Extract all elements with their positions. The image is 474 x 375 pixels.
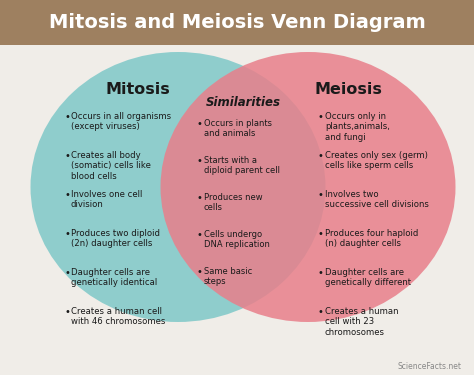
Text: Mitosis: Mitosis — [106, 82, 170, 98]
Text: Creates all body
(somatic) cells like
blood cells: Creates all body (somatic) cells like bl… — [71, 151, 151, 181]
Text: ScienceFacts.net: ScienceFacts.net — [398, 362, 462, 371]
Text: Occurs in plants
and animals: Occurs in plants and animals — [204, 119, 272, 138]
Text: •: • — [197, 230, 203, 240]
FancyBboxPatch shape — [0, 0, 474, 45]
Text: Creates a human
cell with 23
chromosomes: Creates a human cell with 23 chromosomes — [325, 307, 399, 337]
Text: Meiosis: Meiosis — [314, 82, 382, 98]
Text: Occurs in all organisms
(except viruses): Occurs in all organisms (except viruses) — [71, 112, 171, 131]
Ellipse shape — [161, 52, 456, 322]
Text: •: • — [197, 193, 203, 203]
Text: Daughter cells are
genetically different: Daughter cells are genetically different — [325, 268, 411, 287]
Text: •: • — [318, 307, 324, 317]
Text: Occurs only in
plants,animals,
and fungi: Occurs only in plants,animals, and fungi — [325, 112, 390, 142]
Text: •: • — [197, 119, 203, 129]
Text: Involves two
successive cell divisions: Involves two successive cell divisions — [325, 190, 429, 209]
Text: •: • — [318, 151, 324, 161]
Text: Same basic
steps: Same basic steps — [204, 267, 252, 286]
Text: Daughter cells are
genetically identical: Daughter cells are genetically identical — [71, 268, 157, 287]
Text: •: • — [64, 190, 70, 200]
Text: Cells undergo
DNA replication: Cells undergo DNA replication — [204, 230, 270, 249]
Text: Creates a human cell
with 46 chromosomes: Creates a human cell with 46 chromosomes — [71, 307, 165, 326]
Text: •: • — [64, 112, 70, 122]
Text: •: • — [318, 229, 324, 239]
Text: •: • — [64, 268, 70, 278]
Text: •: • — [197, 267, 203, 277]
Text: •: • — [197, 156, 203, 166]
Text: •: • — [64, 229, 70, 239]
Text: Mitosis and Meiosis Venn Diagram: Mitosis and Meiosis Venn Diagram — [49, 13, 425, 33]
Text: •: • — [64, 307, 70, 317]
Ellipse shape — [30, 52, 326, 322]
Text: Similarities: Similarities — [206, 96, 281, 109]
Text: Produces new
cells: Produces new cells — [204, 193, 263, 212]
Text: Starts with a
diploid parent cell: Starts with a diploid parent cell — [204, 156, 280, 176]
Text: Creates only sex (germ)
cells like sperm cells: Creates only sex (germ) cells like sperm… — [325, 151, 428, 170]
Text: •: • — [318, 268, 324, 278]
Text: •: • — [318, 112, 324, 122]
Text: •: • — [64, 151, 70, 161]
Text: •: • — [318, 190, 324, 200]
Text: Involves one cell
division: Involves one cell division — [71, 190, 142, 209]
Text: Produces four haploid
(n) daughter cells: Produces four haploid (n) daughter cells — [325, 229, 419, 248]
Text: Produces two diploid
(2n) daughter cells: Produces two diploid (2n) daughter cells — [71, 229, 160, 248]
